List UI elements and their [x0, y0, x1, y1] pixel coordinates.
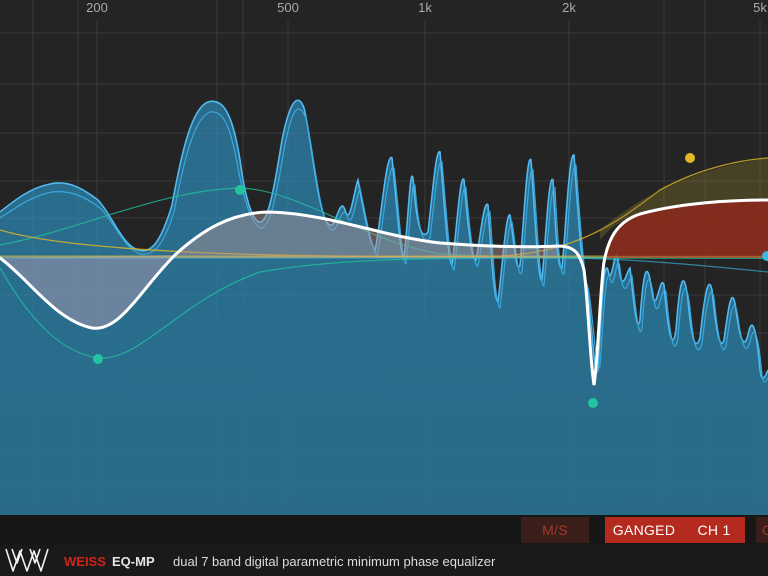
eq-graph[interactable] [0, 0, 768, 515]
channel-1-button[interactable]: CH 1 [683, 517, 745, 543]
band-handle-3[interactable] [588, 398, 598, 408]
band-handle-5[interactable] [762, 251, 768, 261]
product-description: dual 7 band digital parametric minimum p… [173, 554, 496, 569]
cut-fill [0, 255, 175, 329]
band-curve-teal-low [0, 257, 768, 359]
boost-fill [175, 212, 558, 258]
high-boost-fill [606, 200, 768, 258]
yellow-shelf-fill [600, 158, 768, 240]
eq-response-curve[interactable] [0, 198, 768, 386]
spectrum-fill [0, 100, 768, 515]
band-handle-2[interactable] [235, 185, 245, 195]
weiss-logo-icon [5, 548, 49, 572]
product-name: EQ-MP [112, 554, 155, 569]
footer: WEISS EQ-MP dual 7 band digital parametr… [0, 545, 768, 576]
channel-2-button[interactable]: C [756, 517, 768, 543]
band-handle-1[interactable] [93, 354, 103, 364]
brand-name: WEISS [64, 554, 106, 569]
spectrum-line-2 [0, 108, 768, 383]
control-bar: M/S GANGED CH 1 C [0, 515, 768, 545]
band-curve-yellow-shelf [0, 157, 768, 258]
band-curve-cyan-high [0, 257, 768, 273]
freq-label-5k: 5k [753, 0, 767, 15]
band-handle-4[interactable] [685, 153, 695, 163]
freq-label-500: 500 [277, 0, 299, 15]
freq-label-200: 200 [86, 0, 108, 15]
ms-button[interactable]: M/S [521, 517, 589, 543]
ganged-button[interactable]: GANGED [605, 517, 683, 543]
eq-display[interactable]: 200 500 1k 2k 5k [0, 0, 768, 515]
freq-label-1k: 1k [418, 0, 432, 15]
freq-label-2k: 2k [562, 0, 576, 15]
